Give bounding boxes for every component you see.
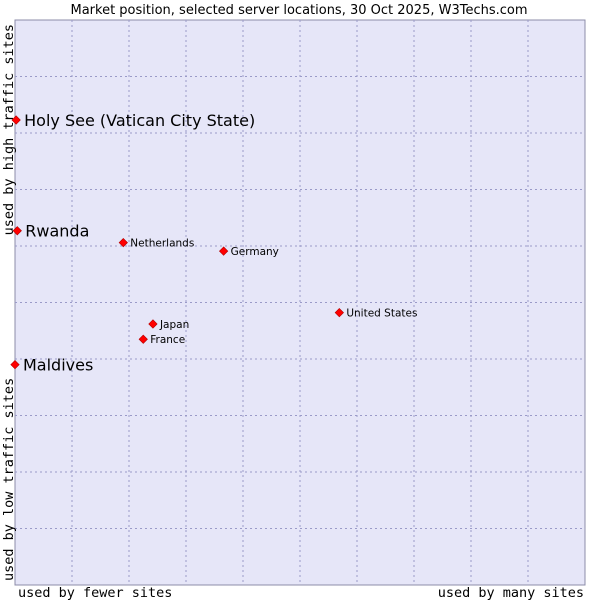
point-marker [12, 226, 22, 236]
point-marker [218, 246, 229, 256]
y-axis-label-top: used by high traffic sites [1, 24, 17, 235]
point-label: Netherlands [130, 238, 194, 250]
data-point-germany: Germany [218, 246, 279, 258]
point-marker [10, 360, 20, 370]
data-point-netherlands: Netherlands [118, 237, 194, 250]
point-marker [334, 308, 344, 318]
point-label: United States [346, 308, 417, 320]
point-label: Rwanda [25, 222, 89, 241]
point-label: Maldives [23, 356, 93, 375]
x-axis-label-right: used by many sites [438, 585, 584, 600]
point-marker [118, 237, 128, 248]
point-label: Holy See (Vatican City State) [24, 111, 255, 130]
point-label: France [150, 334, 185, 346]
point-label: Japan [159, 319, 189, 331]
y-axis-label-bottom: used by low traffic sites [1, 378, 17, 581]
point-marker [11, 115, 21, 125]
data-point-rwanda: Rwanda [12, 222, 89, 241]
grid [15, 20, 585, 585]
data-point-holy-see-vatican-city-state: Holy See (Vatican City State) [11, 111, 255, 130]
data-point-maldives: Maldives [10, 356, 93, 375]
chart-title: Market position, selected server locatio… [70, 3, 527, 18]
data-point-united-states: United States [334, 308, 417, 320]
x-axis-label-left: used by fewer sites [18, 585, 172, 600]
point-label: Germany [231, 246, 279, 258]
data-point-france: France [138, 334, 185, 346]
data-points: Holy See (Vatican City State) Rwanda Maldi… [10, 111, 417, 375]
point-marker [138, 334, 148, 344]
data-point-japan: Japan [148, 319, 189, 331]
point-marker [148, 319, 158, 329]
